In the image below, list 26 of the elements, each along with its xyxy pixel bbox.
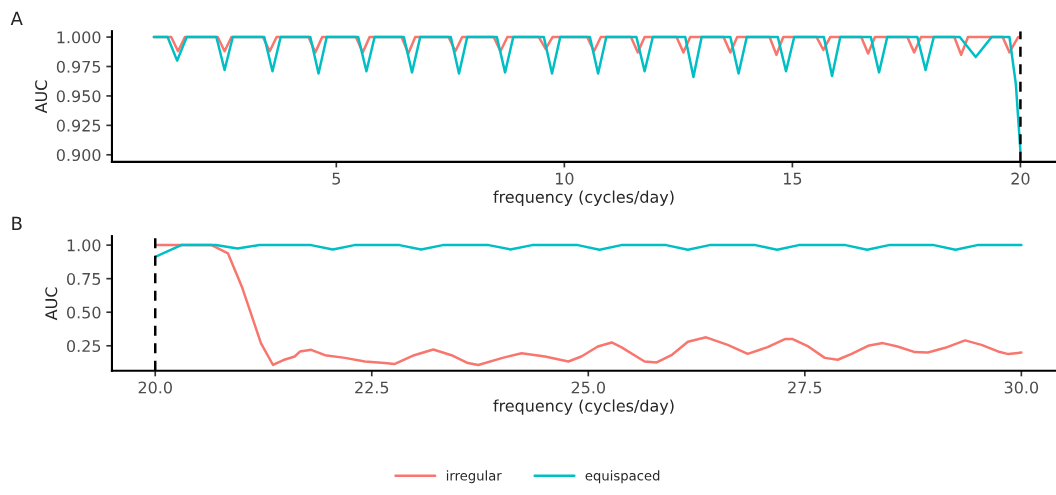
x-tick-label: 5 [332, 172, 341, 185]
x-tick-label: 30.0 [1004, 381, 1039, 394]
y-axis-title: AUC [45, 287, 58, 321]
y-tick-label: 0.950 [56, 90, 101, 103]
y-tick-label: 0.900 [56, 149, 101, 162]
legend-label: equispaced [585, 470, 660, 484]
chart-title: B [12, 216, 22, 230]
chart-title: A [10, 11, 23, 25]
y-tick-label: 0.25 [67, 340, 101, 353]
x-tick-label: 10 [555, 172, 574, 185]
x-tick-label: 15 [783, 172, 802, 185]
y-tick-label: 0.975 [56, 60, 101, 73]
x-tick-label: 20.0 [138, 381, 172, 394]
legend-label: irregular [446, 470, 502, 484]
y-axis-title: AUC [35, 80, 48, 114]
x-tick-label: 22.5 [355, 381, 389, 394]
y-tick-label: 0.925 [56, 119, 101, 132]
y-tick-label: 0.75 [67, 272, 101, 285]
y-tick-label: 1.00 [67, 239, 101, 252]
x-tick-label: 27.5 [788, 381, 822, 394]
x-tick-label: 25.0 [571, 381, 606, 394]
y-tick-label: 0.50 [67, 306, 101, 319]
x-axis-title: frequency (cycles/day) [493, 190, 674, 206]
x-axis-title: frequency (cycles/day) [493, 399, 674, 415]
y-tick-label: 1.000 [57, 31, 101, 44]
x-tick-label: 20 [1011, 172, 1030, 185]
